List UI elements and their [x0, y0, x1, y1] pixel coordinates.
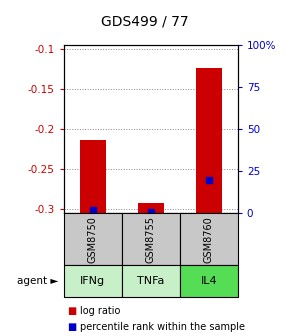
Bar: [80, 140, 106, 213]
Text: GSM8760: GSM8760: [204, 216, 214, 263]
Text: agent ►: agent ►: [17, 277, 58, 286]
Text: ■: ■: [67, 306, 76, 316]
Text: TNFa: TNFa: [137, 277, 164, 286]
Text: log ratio: log ratio: [80, 306, 120, 316]
Text: GDS499 / 77: GDS499 / 77: [101, 15, 189, 29]
Bar: [196, 68, 222, 213]
Text: GSM8750: GSM8750: [88, 216, 98, 263]
Text: IFNg: IFNg: [80, 277, 105, 286]
Bar: [138, 203, 164, 213]
Text: percentile rank within the sample: percentile rank within the sample: [80, 322, 245, 332]
Text: GSM8755: GSM8755: [146, 216, 156, 263]
Text: IL4: IL4: [200, 277, 217, 286]
Text: ■: ■: [67, 322, 76, 332]
